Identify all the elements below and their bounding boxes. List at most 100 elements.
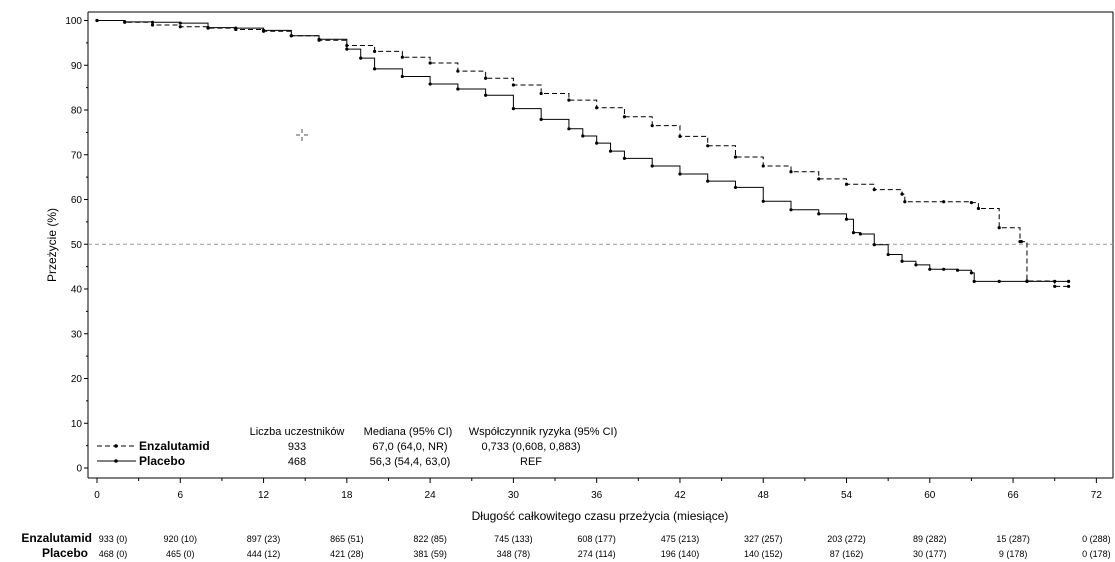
data-point	[969, 271, 974, 275]
legend-header-median: Mediana (95% CI)	[364, 426, 453, 438]
y-tick-label: 90	[71, 61, 83, 72]
data-point	[903, 200, 907, 204]
risk-value: 87 (162)	[830, 549, 864, 559]
x-tick-label: 60	[924, 490, 936, 501]
data-point	[581, 134, 585, 138]
risk-label-placebo: Placebo	[42, 546, 88, 560]
data-point	[928, 267, 932, 271]
data-point	[317, 37, 321, 41]
data-point	[900, 259, 904, 263]
data-point	[456, 87, 460, 91]
data-point	[539, 117, 543, 121]
risk-value: 30 (177)	[913, 549, 947, 559]
y-tick-label: 100	[65, 16, 82, 27]
data-point	[1025, 279, 1029, 283]
y-tick-label: 60	[71, 195, 83, 206]
data-point	[373, 49, 377, 53]
data-point	[150, 23, 155, 27]
legend-name-placebo: Placebo	[139, 454, 185, 468]
legend-header-n: Liczba uczestników	[250, 426, 345, 438]
risk-value: 468 (0)	[99, 549, 128, 559]
risk-value: 203 (272)	[827, 534, 866, 544]
risk-value: 15 (287)	[996, 534, 1030, 544]
risk-value: 444 (12)	[247, 549, 281, 559]
data-point	[761, 164, 765, 168]
legend-median-enzalutamid: 67,0 (64,0, NR)	[372, 441, 447, 453]
data-point	[858, 232, 863, 236]
y-tick-label: 10	[71, 419, 83, 430]
risk-value: 421 (28)	[330, 549, 364, 559]
data-point	[761, 199, 765, 203]
risk-value: 9 (178)	[999, 549, 1028, 559]
data-point	[817, 212, 821, 216]
data-point	[650, 164, 654, 168]
data-point	[817, 177, 821, 181]
data-point	[678, 172, 682, 176]
x-tick-label: 48	[758, 490, 770, 501]
data-point	[900, 192, 904, 196]
risk-value: 348 (78)	[497, 549, 531, 559]
risk-value: 897 (23)	[247, 534, 281, 544]
x-tick-label: 72	[1091, 490, 1103, 501]
y-tick-label: 40	[71, 285, 83, 296]
x-tick-label: 66	[1008, 490, 1020, 501]
risk-table: Enzalutamid Placebo 933 (0) 920 (10) 897 (…	[21, 531, 1110, 560]
data-point	[976, 206, 980, 211]
legend-marker-enzalutamid	[114, 444, 118, 448]
data-point	[345, 47, 349, 51]
legend: Liczba uczestników Mediana (95% CI) Wspó…	[97, 426, 617, 468]
data-point	[997, 226, 1001, 230]
y-tick-label: 70	[71, 150, 83, 161]
data-point	[400, 74, 404, 79]
data-point	[178, 21, 182, 25]
risk-value: 381 (59)	[413, 549, 447, 559]
data-point	[955, 268, 960, 272]
data-point	[206, 26, 210, 30]
data-point	[914, 263, 918, 267]
x-tick-label: 36	[591, 490, 603, 501]
data-point	[1053, 279, 1057, 283]
y-tick-label: 0	[76, 464, 82, 475]
x-ticks: 0 6 12 18 24 30 36 42 48 54 60 66 72	[94, 478, 1102, 501]
x-tick-label: 0	[94, 490, 100, 501]
y-tick-label: 50	[71, 240, 83, 251]
data-point	[123, 20, 127, 24]
risk-value: 0 (288)	[1082, 534, 1111, 544]
data-point	[844, 217, 849, 221]
data-point	[706, 179, 710, 183]
series-layer	[95, 18, 1071, 288]
data-point	[733, 155, 738, 159]
risk-value: 0 (178)	[1082, 549, 1111, 559]
data-point	[1067, 284, 1071, 288]
legend-median-placebo: 56,3 (54,4, 63,0)	[370, 456, 451, 468]
series-enzalutamid	[95, 18, 1071, 288]
data-point	[942, 200, 946, 204]
data-point	[373, 67, 377, 71]
data-point	[234, 26, 238, 30]
risk-label-enzalutamid: Enzalutamid	[21, 531, 92, 545]
data-point	[511, 107, 515, 111]
risk-value: 822 (85)	[413, 534, 447, 544]
data-point	[178, 25, 182, 29]
crosshair-cursor-icon	[296, 129, 308, 141]
data-point	[484, 76, 488, 80]
data-point	[428, 61, 432, 65]
legend-hr-placebo: REF	[520, 456, 542, 468]
data-point	[511, 83, 515, 87]
data-point	[95, 18, 99, 23]
risk-value: 920 (10)	[164, 534, 198, 544]
risk-value: 865 (51)	[330, 534, 364, 544]
data-point	[150, 20, 155, 24]
risk-values: 933 (0) 920 (10) 897 (23) 865 (51) 822 (85) 7…	[99, 534, 1111, 559]
data-point	[942, 267, 946, 271]
risk-value: 745 (133)	[494, 534, 533, 544]
risk-value: 274 (114)	[578, 549, 616, 559]
x-tick-label: 6	[177, 490, 183, 501]
data-point	[484, 93, 488, 97]
data-point	[997, 279, 1001, 283]
data-point	[969, 201, 974, 205]
data-point	[539, 91, 543, 96]
risk-value: 475 (213)	[661, 534, 700, 544]
data-point	[706, 144, 710, 148]
